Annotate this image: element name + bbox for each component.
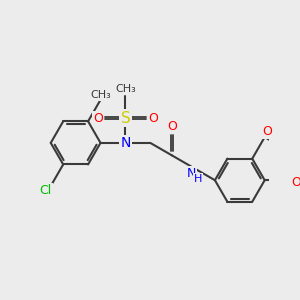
Text: CH₃: CH₃ [90,90,111,100]
Text: O: O [167,119,177,133]
Text: H: H [194,174,202,184]
Text: CH₃: CH₃ [115,84,136,94]
Text: O: O [292,176,300,189]
Text: O: O [148,112,158,124]
Text: Cl: Cl [39,184,52,197]
Text: O: O [262,125,272,138]
Text: N: N [187,167,196,181]
Text: S: S [121,110,130,125]
Text: O: O [93,112,103,124]
Text: N: N [120,136,130,150]
